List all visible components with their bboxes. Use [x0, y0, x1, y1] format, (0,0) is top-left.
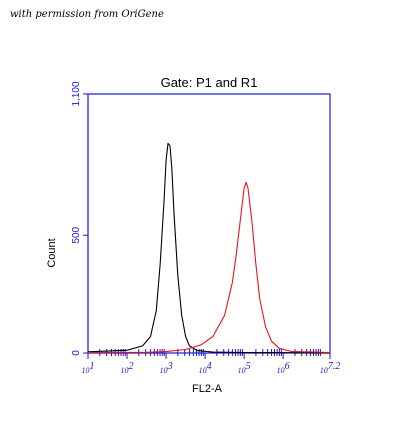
x-ticks: 101 102 103 104 105 106 107.2: [82, 349, 341, 375]
x-tick-label: 105: [238, 361, 251, 375]
y-tick-label: 500: [71, 226, 82, 243]
y-tick-label: 1,100: [71, 81, 82, 106]
plot-frame: [87, 93, 331, 354]
permission-credit: with permission from OriGene: [10, 9, 164, 20]
series-line-1: [87, 142, 331, 354]
series-line-2: [87, 181, 331, 354]
x-tick-label: 103: [160, 361, 173, 375]
x-axis-label: FL2-A: [192, 383, 223, 395]
series-lines: [87, 142, 331, 354]
x-tick-label: 106: [277, 361, 290, 375]
x-tick-label: 104: [199, 361, 212, 375]
x-tick-label: 101: [82, 361, 95, 375]
y-axis-label: Count: [46, 238, 58, 267]
chart-title: Gate: P1 and R1: [161, 75, 258, 90]
x-tick-label: 102: [121, 361, 134, 375]
y-ticks: 0 500 1,100: [71, 81, 88, 356]
x-tick-label: 107.2: [320, 361, 341, 375]
y-tick-label: 0: [71, 350, 82, 356]
